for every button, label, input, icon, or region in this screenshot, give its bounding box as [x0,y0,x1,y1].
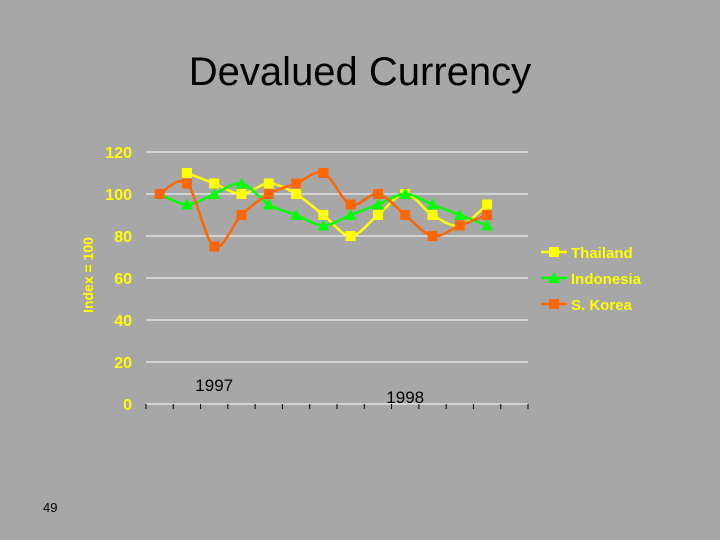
y-tick-label: 40 [114,313,132,330]
data-point-s-korea [400,210,411,220]
legend-item-indonesia: Indonesia [541,271,642,288]
data-point-indonesia [426,198,439,210]
slide-title: Devalued Currency [188,50,532,94]
data-point-thailand [291,189,302,199]
legend-label: Thailand [571,245,633,262]
data-point-indonesia [208,188,221,199]
y-tick-label: 0 [123,397,132,414]
data-point-indonesia [262,198,275,210]
y-tick-label: 100 [105,187,132,204]
data-point-s-korea [263,189,274,199]
year-label: 1998 [386,388,424,407]
chart-grid [146,151,528,405]
y-tick-labels: 0 20 40 60 80 100 120 [105,145,132,414]
data-point-s-korea [345,199,356,210]
data-point-indonesia [317,219,330,231]
year-label: 1997 [195,376,233,395]
data-point-thailand [209,178,220,189]
series-indonesia [153,177,494,231]
data-point-indonesia [290,209,303,220]
data-point-thailand [372,210,383,220]
data-point-thailand [318,210,329,220]
y-tick-label: 60 [114,271,132,288]
series-lines [153,168,494,252]
data-point-s-korea [454,220,465,231]
legend-label: S. Korea [571,297,633,314]
y-axis-title: Index = 100 [80,237,96,313]
data-point-indonesia [481,219,494,231]
legend-item-thailand: Thailand [541,245,633,262]
data-point-indonesia [235,177,248,189]
series-thailand [181,168,493,241]
year-labels: 1997 1998 [195,376,424,407]
x-axis [145,404,529,409]
data-point-s-korea [482,210,493,220]
legend-label: Indonesia [571,271,642,288]
legend-marker [549,299,559,309]
data-point-s-korea [372,189,383,199]
data-point-s-korea [181,178,192,189]
legend-marker [548,272,560,283]
y-tick-label: 80 [114,229,132,246]
data-point-indonesia [399,188,412,199]
data-point-thailand [345,231,356,241]
data-point-thailand [181,168,192,178]
data-point-indonesia [180,198,193,210]
data-point-indonesia [344,209,357,220]
data-point-s-korea [209,241,220,252]
data-point-indonesia [453,209,466,220]
page-number: 49 [43,500,58,515]
data-point-thailand [427,210,438,220]
data-point-s-korea [154,189,165,199]
data-point-indonesia [371,198,384,210]
y-tick-label: 20 [114,355,132,372]
series-s-korea [154,168,493,252]
legend-item-s-korea: S. Korea [541,297,633,314]
data-point-s-korea [291,178,302,189]
data-point-thailand [482,199,493,210]
data-point-s-korea [427,231,438,241]
data-point-s-korea [318,168,329,178]
y-tick-label: 120 [105,145,132,162]
data-point-thailand [263,178,274,189]
legend-marker [549,247,559,257]
chart-legend: Thailand Indonesia S. Korea [541,245,642,314]
data-point-thailand [236,189,247,199]
data-point-s-korea [236,210,247,220]
